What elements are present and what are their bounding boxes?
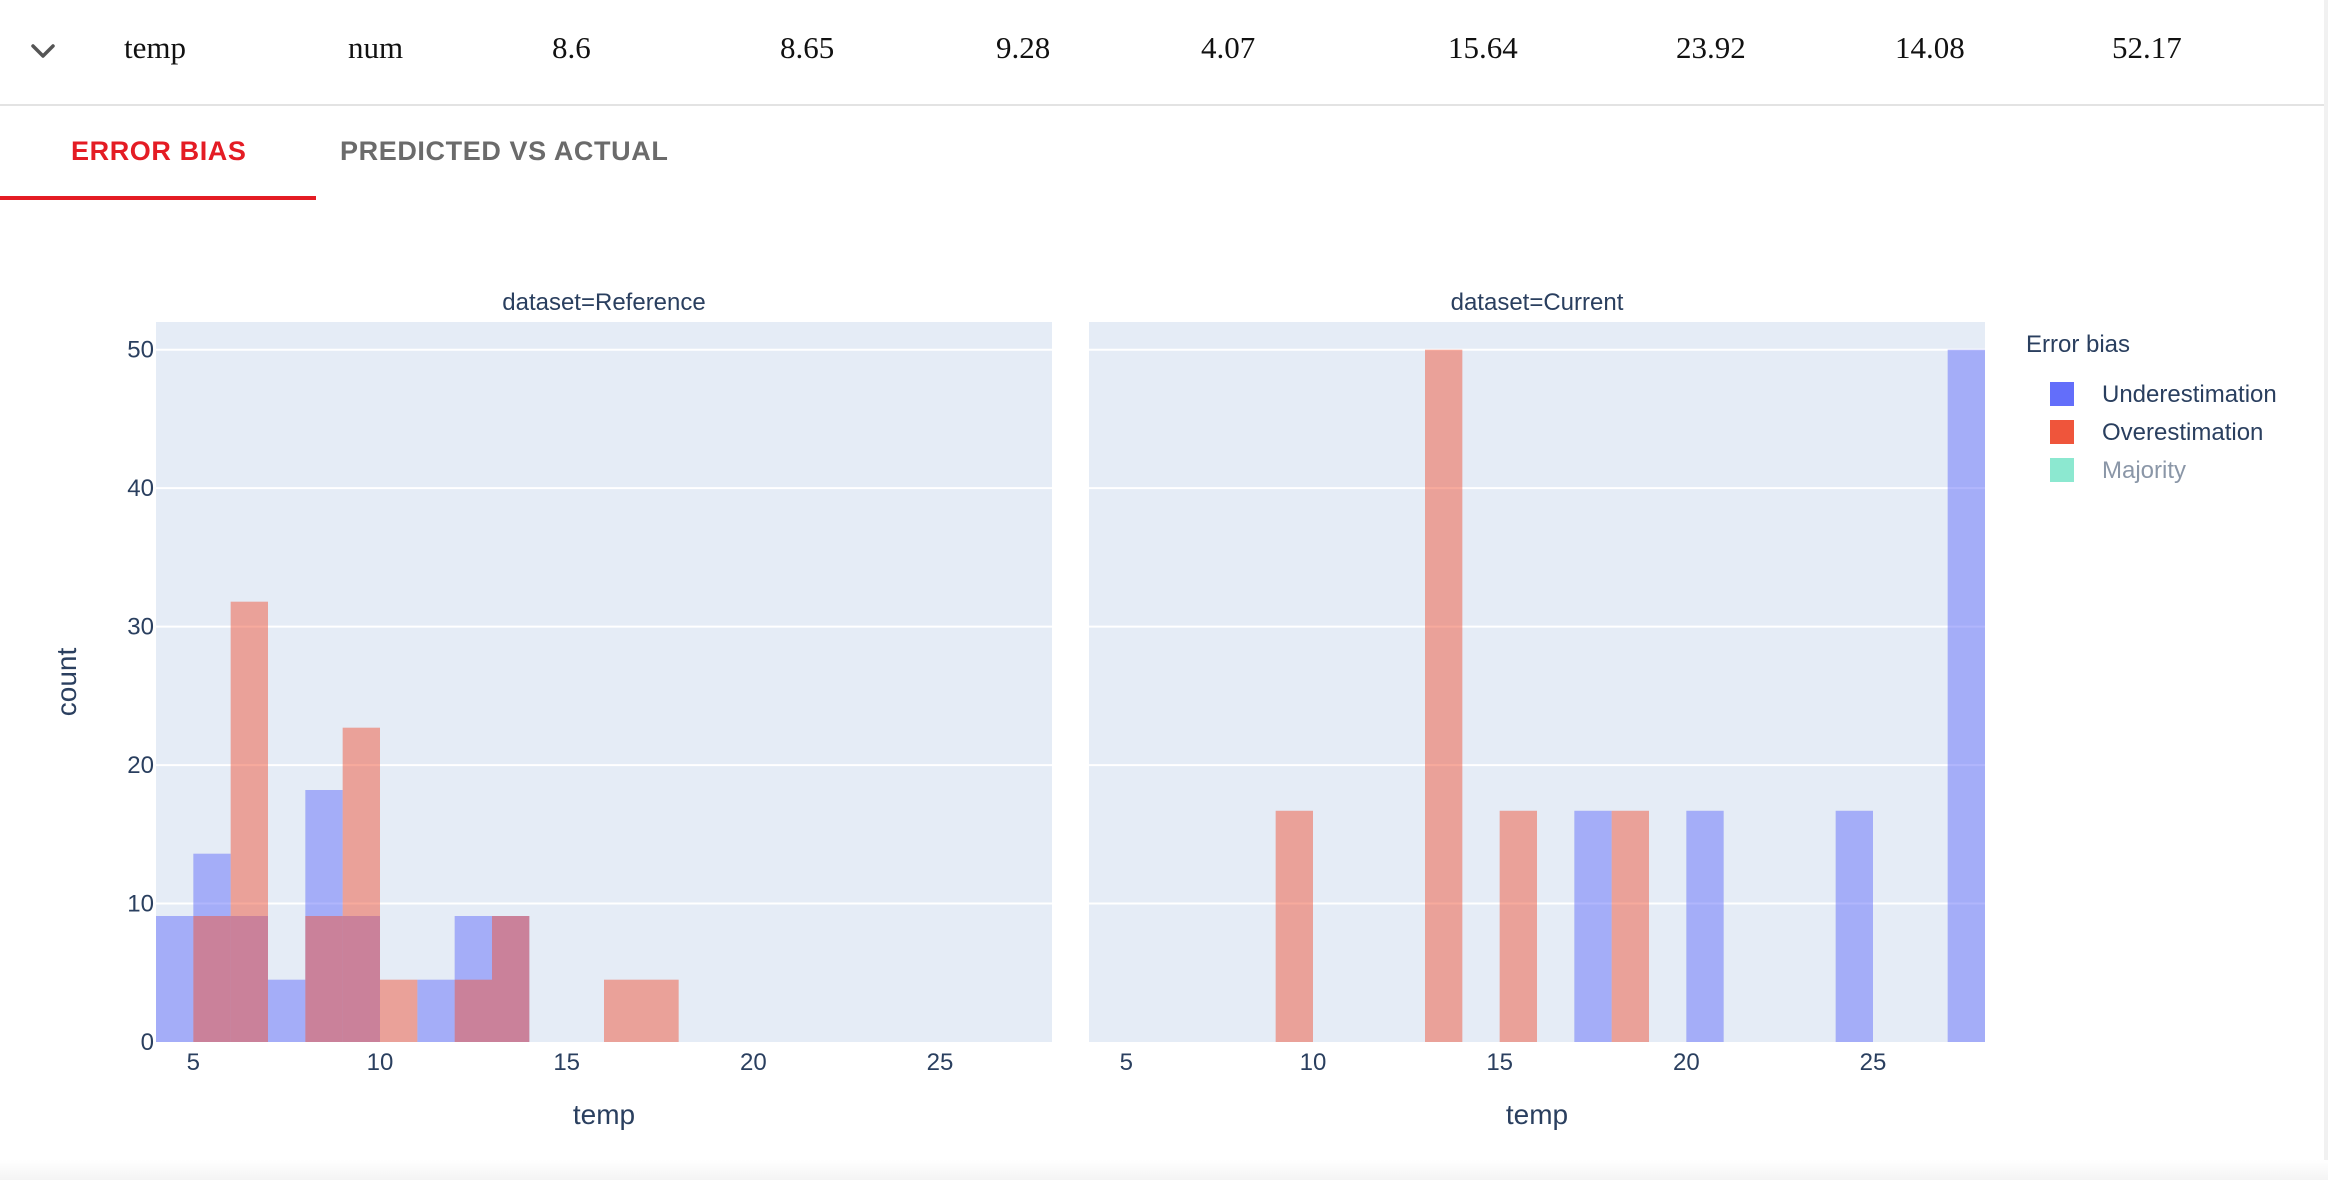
x-tick-label: 20 xyxy=(1673,1049,1700,1076)
x-tick-label: 15 xyxy=(1486,1049,1513,1076)
y-tick-label: 20 xyxy=(127,752,154,779)
feature-stat-value: 8.65 xyxy=(780,30,835,65)
chevron-down-icon[interactable] xyxy=(28,36,58,66)
bar-overestimation xyxy=(454,979,492,1042)
feature-type: num xyxy=(348,30,404,65)
feature-stat-value: 15.64 xyxy=(1448,30,1518,65)
y-axis-title: count xyxy=(51,648,82,717)
panel-title: dataset=Reference xyxy=(502,289,705,316)
bar-underestimation xyxy=(1835,810,1873,1042)
active-tab-indicator xyxy=(0,196,316,200)
legend-label: Majority xyxy=(2102,457,2186,484)
x-tick-label: 20 xyxy=(740,1049,767,1076)
feature-row: temp num 8.6 8.65 9.28 4.07 15.64 23.92 … xyxy=(0,0,2328,106)
y-tick-label: 30 xyxy=(127,614,154,641)
tab-error-bias[interactable]: ERROR BIAS xyxy=(71,136,247,166)
tab-predicted-vs-actual[interactable]: PREDICTED VS ACTUAL xyxy=(340,136,669,166)
feature-stat-value: 14.08 xyxy=(1895,30,1965,65)
bar-overestimation xyxy=(305,916,343,1042)
legend-item-majority[interactable]: Majority xyxy=(2050,457,2186,484)
plot-area xyxy=(156,322,1052,1042)
bar-overestimation xyxy=(604,979,679,1042)
page-bottom-edge xyxy=(0,1160,2328,1180)
legend-item-underestimation[interactable]: Underestimation xyxy=(2050,381,2277,408)
legend-title: Error bias xyxy=(2026,331,2130,358)
x-tick-label: 10 xyxy=(1300,1049,1327,1076)
bar-underestimation xyxy=(268,979,306,1042)
feature-stat-value: 52.17 xyxy=(2112,30,2182,65)
bar-underestimation xyxy=(1686,810,1724,1042)
feature-stat-value: 4.07 xyxy=(1201,30,1256,65)
bar-overestimation xyxy=(1499,810,1537,1042)
y-tick-label: 0 xyxy=(141,1029,154,1056)
feature-stat-value: 8.6 xyxy=(552,30,591,65)
legend-item-overestimation[interactable]: Overestimation xyxy=(2050,419,2263,446)
feature-name: temp xyxy=(124,30,186,65)
y-tick-label: 40 xyxy=(127,475,154,502)
panel-title: dataset=Current xyxy=(1451,289,1624,316)
legend-label: Underestimation xyxy=(2102,381,2277,408)
bar-overestimation xyxy=(1425,349,1463,1042)
x-tick-label: 5 xyxy=(1120,1049,1133,1076)
x-axis-title: temp xyxy=(573,1099,635,1130)
bar-underestimation xyxy=(417,979,455,1042)
feature-stat-value: 9.28 xyxy=(996,30,1051,65)
bar-overestimation xyxy=(230,601,268,1042)
bar-overestimation xyxy=(492,916,530,1042)
error-bias-histogram: dataset=Reference 5 10 15 20 25 temp dataset=Cu… xyxy=(51,289,2277,1130)
bar-underestimation xyxy=(156,916,194,1042)
legend: Error bias Underestimation Overestimation M… xyxy=(2026,331,2277,484)
error-bias-chart: dataset=Reference 5 10 15 20 25 temp dataset=Cu… xyxy=(0,200,2328,1180)
bar-overestimation xyxy=(193,916,231,1042)
bar-overestimation xyxy=(342,727,380,1042)
y-tick-label: 10 xyxy=(127,891,154,918)
feature-stat-value: 23.92 xyxy=(1676,30,1746,65)
x-tick-label: 5 xyxy=(187,1049,200,1076)
legend-label: Overestimation xyxy=(2102,419,2263,446)
bar-overestimation xyxy=(1611,810,1649,1042)
x-tick-label: 15 xyxy=(553,1049,580,1076)
legend-swatch xyxy=(2050,382,2074,406)
scrollbar[interactable] xyxy=(2324,0,2328,1180)
x-tick-label: 10 xyxy=(367,1049,394,1076)
bar-underestimation xyxy=(1574,810,1612,1042)
legend-swatch xyxy=(2050,458,2074,482)
bar-overestimation xyxy=(380,979,418,1042)
legend-swatch xyxy=(2050,420,2074,444)
bar-overestimation xyxy=(1275,810,1313,1042)
y-tick-label: 50 xyxy=(127,337,154,364)
x-tick-label: 25 xyxy=(1860,1049,1887,1076)
x-tick-label: 25 xyxy=(927,1049,954,1076)
x-axis-title: temp xyxy=(1506,1099,1568,1130)
bar-underestimation xyxy=(1947,349,1985,1042)
